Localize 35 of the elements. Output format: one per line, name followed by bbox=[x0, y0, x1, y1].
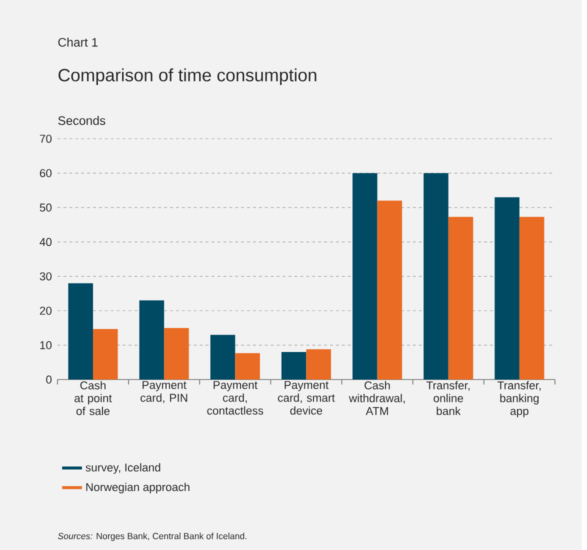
y-tick-label: 20 bbox=[40, 306, 52, 315]
text: Sources: Norges Bank, Central Bank of Iceland. bbox=[58, 532, 246, 541]
bar bbox=[306, 349, 332, 380]
legend-label: survey, Iceland bbox=[86, 463, 160, 474]
bar bbox=[235, 353, 260, 380]
bar bbox=[424, 173, 448, 380]
bar bbox=[281, 352, 306, 380]
bar bbox=[164, 328, 189, 380]
bar bbox=[68, 283, 94, 380]
legend-label: Norwegian approach bbox=[86, 482, 190, 494]
y-tick-label: 70 bbox=[40, 134, 52, 143]
y-tick-label: 40 bbox=[40, 238, 52, 246]
bar bbox=[377, 200, 402, 380]
chart-title: Comparison of time consumption bbox=[58, 68, 316, 85]
x-tick-label: Payment card, smart device bbox=[278, 381, 335, 415]
x-tick-label: Payment card, contactless bbox=[207, 381, 264, 415]
bar bbox=[494, 197, 520, 380]
caption: Chart 1 bbox=[58, 38, 98, 47]
y-tick-label: 10 bbox=[40, 341, 52, 350]
x-tick-label: Cash withdrawal, ATM bbox=[348, 381, 405, 415]
bar bbox=[93, 328, 118, 380]
bar bbox=[352, 173, 378, 380]
x-tick-label: Transfer, banking app bbox=[497, 381, 541, 418]
x-tick-label: Cash at point of sale bbox=[74, 381, 112, 416]
x-tick-label: Payment card, PIN bbox=[140, 381, 188, 404]
bar bbox=[448, 216, 474, 380]
bar bbox=[210, 334, 236, 380]
x-tick-label: Transfer, online bank bbox=[426, 381, 470, 416]
y-tick-label: 0 bbox=[46, 376, 52, 384]
y-axis-title: Seconds bbox=[58, 116, 106, 125]
y-tick-label: 60 bbox=[40, 169, 52, 178]
y-tick-label: 30 bbox=[40, 272, 52, 280]
bar bbox=[519, 216, 544, 380]
bar bbox=[139, 300, 164, 380]
y-tick-label: 50 bbox=[40, 204, 52, 212]
